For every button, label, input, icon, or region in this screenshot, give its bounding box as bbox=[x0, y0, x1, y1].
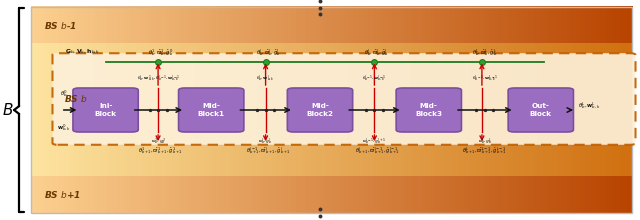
Text: $\theta_{b+1}^{l-1}, \hat{\varpi}_{b+1}^l, \hat{g}_{b+1}^l$: $\theta_{b+1}^{l-1}, \hat{\varpi}_{b+1}^… bbox=[246, 146, 291, 156]
Text: $\theta_b^L, \mathbf{w}_{b,k}^L$: $\theta_b^L, \mathbf{w}_{b,k}^L$ bbox=[578, 101, 601, 111]
Text: $\varpi_b^{l-1}, g_b^{l+1}$: $\varpi_b^{l-1}, g_b^{l+1}$ bbox=[362, 136, 387, 147]
Text: Mid-
Block1: Mid- Block1 bbox=[198, 103, 225, 117]
Text: Mid-
Block2: Mid- Block2 bbox=[307, 103, 333, 117]
Text: $\theta_{b+1}^l, \hat{\varpi}_{b+1}^{l-1}, \hat{g}_{b+1}^{l-1}$: $\theta_{b+1}^l, \hat{\varpi}_{b+1}^{l-1… bbox=[355, 146, 399, 156]
Text: $\varpi_b^l, g_b^l$: $\varpi_b^l, g_b^l$ bbox=[259, 136, 273, 147]
Text: $\mathbf{G}_b,\mathbf{V}_k,\mathbf{h}_{b,k}$: $\mathbf{G}_b,\mathbf{V}_k,\mathbf{h}_{b… bbox=[65, 48, 101, 56]
Text: $\theta_b^1, \hat{\varpi}_b^1, \hat{g}_b^0$: $\theta_b^1, \hat{\varpi}_b^1, \hat{g}_b… bbox=[148, 47, 173, 58]
Text: $\theta_{b+1}^L, \hat{\varpi}_{b+1}^{L-1}, \hat{g}_{b+1}^{L-1}$: $\theta_{b+1}^L, \hat{\varpi}_{b+1}^{L-1… bbox=[462, 146, 507, 156]
Text: $\theta_b^l, \mathbf{w}_{b,k}^l$: $\theta_b^l, \mathbf{w}_{b,k}^l$ bbox=[257, 73, 275, 84]
Text: $\mathbf{w}_{b,k}^0$: $\mathbf{w}_{b,k}^0$ bbox=[57, 123, 71, 133]
FancyBboxPatch shape bbox=[52, 53, 636, 145]
Text: Mid-
Block3: Mid- Block3 bbox=[415, 103, 442, 117]
Text: BS $b$: BS $b$ bbox=[64, 94, 88, 104]
Text: $\theta_b^L, \hat{\varpi}_b^L, \hat{g}_b^L$: $\theta_b^L, \hat{\varpi}_b^L, \hat{g}_b… bbox=[472, 47, 497, 58]
Text: BS $b$-1: BS $b$-1 bbox=[44, 20, 77, 31]
FancyBboxPatch shape bbox=[287, 88, 353, 132]
FancyBboxPatch shape bbox=[179, 88, 244, 132]
Text: $\theta_{b+1}^1, \hat{\varpi}_{b+1}^1, \hat{g}_{b+1}^1$: $\theta_{b+1}^1, \hat{\varpi}_{b+1}^1, \… bbox=[138, 146, 183, 156]
Text: $\varpi_b^2, g_b^2$: $\varpi_b^2, g_b^2$ bbox=[151, 136, 166, 147]
FancyBboxPatch shape bbox=[73, 88, 138, 132]
Text: Ini-
Block: Ini- Block bbox=[95, 103, 116, 117]
FancyBboxPatch shape bbox=[508, 88, 573, 132]
Text: $\varpi_b^L, g_b^L$: $\varpi_b^L, g_b^L$ bbox=[477, 136, 492, 147]
Text: $B$: $B$ bbox=[2, 102, 13, 118]
Text: $\theta_b^{L-1}, \mathbf{w}_{b,k}^{L-1}$: $\theta_b^{L-1}, \mathbf{w}_{b,k}^{L-1}$ bbox=[472, 73, 498, 84]
Text: $\theta_b^l, \hat{\varpi}_b^l, \hat{g}_b^l$: $\theta_b^l, \hat{\varpi}_b^l, \hat{g}_b… bbox=[255, 47, 281, 58]
Text: $\theta_b^l, \hat{\varpi}_b^l, \hat{g}_b^l$: $\theta_b^l, \hat{\varpi}_b^l, \hat{g}_b… bbox=[364, 47, 390, 58]
Text: BS $b$+1: BS $b$+1 bbox=[44, 189, 81, 200]
Text: $\theta_b^0$: $\theta_b^0$ bbox=[60, 88, 68, 99]
Text: $\theta_b^{l-1}, \mathbf{w}_{b,k}^{l-1}$: $\theta_b^{l-1}, \mathbf{w}_{b,k}^{l-1}$ bbox=[362, 73, 387, 84]
Text: Out-
Block: Out- Block bbox=[530, 103, 552, 117]
FancyBboxPatch shape bbox=[396, 88, 461, 132]
Text: $\theta_b^l, \mathbf{w}_{b,k}^1, \theta_b^{l-1}, \mathbf{w}_{b,k}^{l-1}$: $\theta_b^l, \mathbf{w}_{b,k}^1, \theta_… bbox=[137, 73, 180, 84]
